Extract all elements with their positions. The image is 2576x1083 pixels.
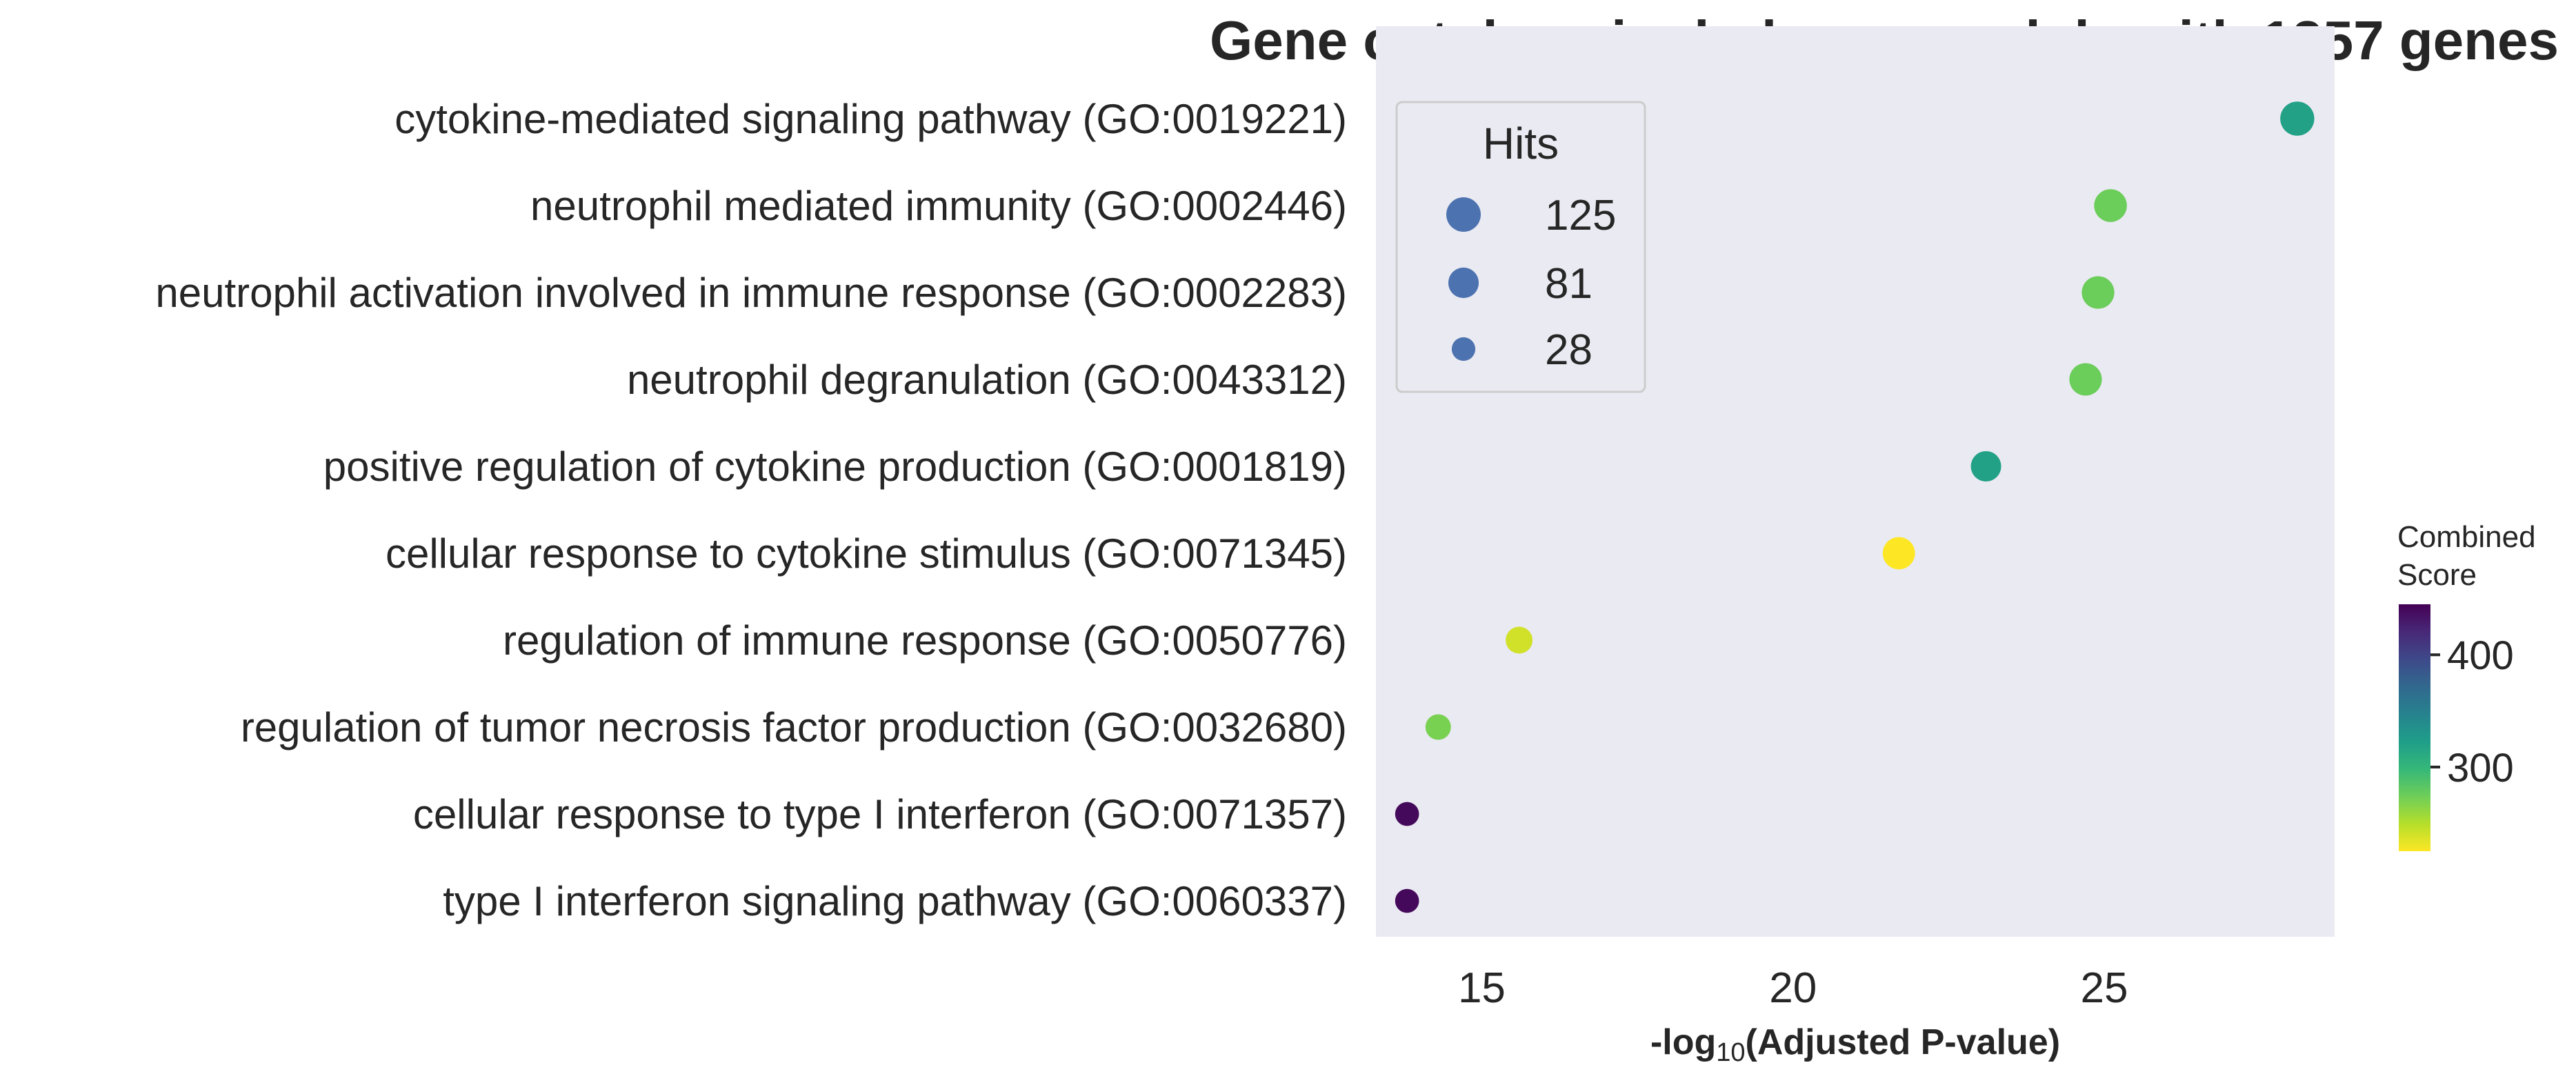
y-tick-label: cellular response to type I interferon (…: [413, 791, 1347, 837]
size-legend: Hits 125 81 28: [1395, 101, 1646, 393]
colorbar-title-line2: Score: [2397, 558, 2477, 592]
data-point: [1395, 888, 1419, 913]
x-axis-label-subscript: 10: [1716, 1038, 1745, 1067]
colorbar-gradient: [2399, 604, 2430, 851]
data-point: [2094, 189, 2127, 222]
x-tick-label: 20: [1769, 964, 1817, 1012]
y-tick-label: neutrophil mediated immunity (GO:0002446…: [530, 183, 1347, 229]
y-tick-label: positive regulation of cytokine producti…: [323, 444, 1347, 490]
data-point: [1425, 714, 1451, 740]
legend-entries: 125 81 28: [1446, 192, 1616, 374]
colorbar-tick-label: 400: [2447, 633, 2514, 678]
x-tick-label: 25: [2081, 964, 2128, 1012]
data-point: [1882, 537, 1915, 570]
y-tick-label: cellular response to cytokine stimulus (…: [386, 530, 1347, 577]
legend-label: 28: [1545, 326, 1592, 374]
y-tick-label: regulation of immune response (GO:005077…: [503, 617, 1347, 664]
x-axis-ticks: 15 20 25: [1458, 964, 2128, 1012]
colorbar: Combined Score 300 400: [2397, 520, 2544, 851]
y-tick-label: cytokine-mediated signaling pathway (GO:…: [395, 96, 1347, 142]
y-axis-labels: cytokine-mediated signaling pathway (GO:…: [155, 96, 1347, 924]
data-point: [2280, 101, 2315, 136]
x-tick-label: 15: [1458, 964, 1506, 1012]
data-point: [1395, 802, 1419, 826]
colorbar-ticks: 300 400: [2430, 633, 2514, 791]
data-points: [1395, 101, 2315, 913]
y-tick-label: regulation of tumor necrosis factor prod…: [241, 704, 1347, 751]
data-point: [1506, 626, 1533, 654]
colorbar-tick-label: 300: [2447, 746, 2514, 791]
legend-marker: [1448, 267, 1479, 299]
legend-marker: [1451, 337, 1476, 361]
colorbar-title-line1: Combined: [2397, 520, 2536, 554]
legend-marker: [1446, 197, 1481, 232]
legend-title: Hits: [1483, 119, 1559, 168]
data-point: [1970, 451, 2001, 481]
y-tick-label: neutrophil activation involved in immune…: [155, 270, 1347, 316]
x-axis-label-suffix: (Adjusted P-value): [1746, 1022, 2061, 1062]
y-tick-label: neutrophil degranulation (GO:0043312): [627, 357, 1347, 403]
data-point: [2069, 363, 2102, 396]
legend-label: 81: [1545, 260, 1592, 308]
y-tick-label: type I interferon signaling pathway (GO:…: [443, 878, 1347, 924]
x-axis-label-prefix: -log: [1650, 1022, 1716, 1062]
x-axis-label: -log10(Adjusted P-value): [1650, 1022, 2060, 1067]
legend-label: 125: [1545, 192, 1616, 239]
colorbar-title: Combined Score: [2397, 520, 2544, 592]
legend-frame: [1395, 101, 1646, 393]
data-point: [2081, 276, 2115, 309]
